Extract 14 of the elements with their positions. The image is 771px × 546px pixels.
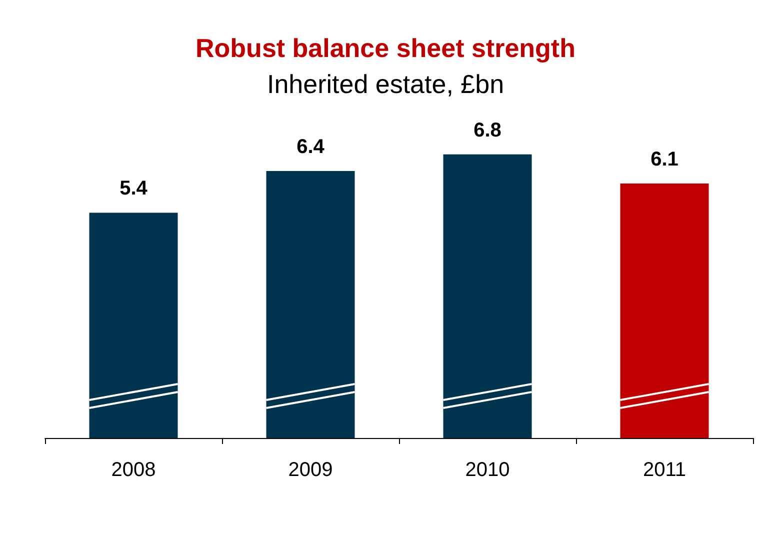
chart-subtitle: Inherited estate, £bn: [266, 69, 504, 99]
x-tick-label: 2009: [288, 459, 333, 481]
bar: [620, 184, 709, 438]
x-tick-label: 2008: [111, 459, 156, 481]
bar: [443, 154, 532, 438]
x-tick-label: 2011: [642, 459, 686, 481]
data-label: 6.4: [296, 136, 326, 158]
x-tick-label: 2010: [465, 459, 510, 481]
bar: [89, 212, 178, 438]
chart-title: Robust balance sheet strength: [196, 33, 576, 63]
bar: [266, 171, 355, 438]
data-label: 6.8: [474, 119, 502, 142]
data-label: 6.1: [650, 148, 678, 171]
data-label: 5.4: [120, 178, 148, 200]
